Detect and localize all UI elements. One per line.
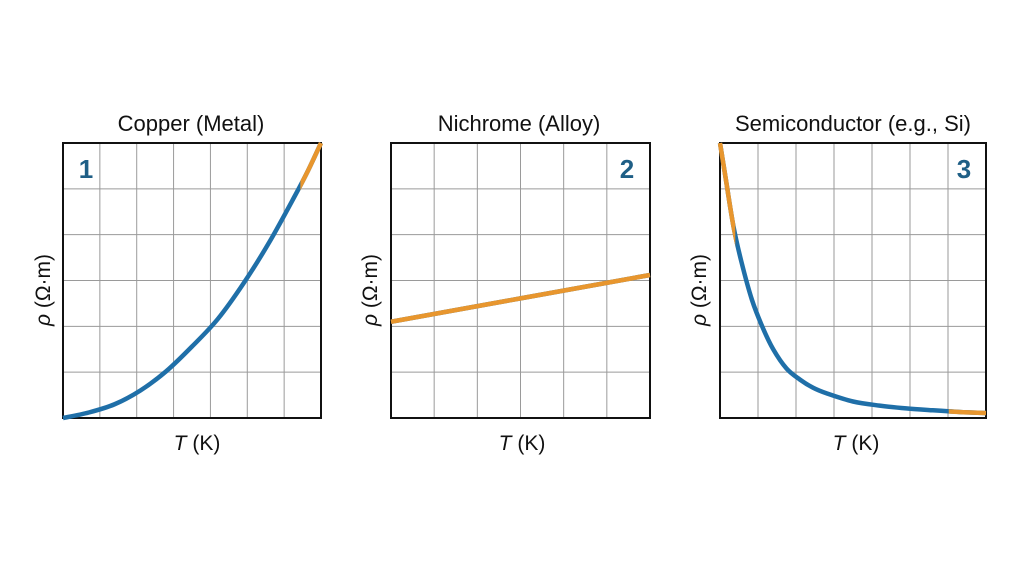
x-axis-label: T (K): [174, 432, 221, 455]
y-axis-unit: (Ω·m): [32, 254, 55, 314]
y-axis-label: ρ (Ω·m): [359, 254, 382, 327]
x-axis-symbol: T: [174, 432, 189, 455]
panel-title: Nichrome (Alloy): [438, 111, 601, 136]
x-axis-unit: (K): [512, 432, 546, 455]
x-axis-unit: (K): [846, 432, 880, 455]
panel-nichrome: Nichrome (Alloy) 2 T (K) ρ (Ω·m): [359, 111, 651, 455]
x-axis-label: T (K): [499, 432, 546, 455]
x-axis-label: T (K): [833, 432, 880, 455]
series-group: [717, 142, 987, 416]
panel-title: Semiconductor (e.g., Si): [735, 111, 971, 136]
series-line: [717, 142, 987, 416]
panel-number: 3: [957, 154, 971, 184]
panel-copper: Copper (Metal) 1 T (K) ρ (Ω·m): [32, 111, 324, 455]
y-axis-unit: (Ω·m): [359, 254, 382, 314]
plot-frame: [719, 142, 987, 419]
panel-title: Copper (Metal): [118, 111, 265, 136]
panel-semiconductor: Semiconductor (e.g., Si) 3 T (K) ρ (Ω·m): [688, 111, 987, 455]
y-axis-label: ρ (Ω·m): [32, 254, 55, 327]
series-group: [390, 272, 651, 324]
x-axis-symbol: T: [833, 432, 848, 455]
x-axis-unit: (K): [187, 432, 221, 455]
series-group: [62, 142, 324, 421]
plot-grid: [391, 143, 650, 418]
plot-frame: [62, 142, 322, 419]
x-axis-symbol: T: [499, 432, 514, 455]
y-axis-unit: (Ω·m): [688, 254, 711, 314]
panel-number: 1: [79, 154, 93, 184]
plot-grid: [63, 143, 321, 418]
plot-frame: [390, 142, 651, 419]
series-line-accent: [390, 272, 651, 324]
plot-grid: [720, 143, 986, 418]
y-axis-symbol: ρ: [359, 314, 382, 327]
series-line: [62, 142, 324, 421]
y-axis-symbol: ρ: [688, 314, 711, 327]
panel-number: 2: [620, 154, 634, 184]
y-axis-label: ρ (Ω·m): [688, 254, 711, 327]
y-axis-symbol: ρ: [32, 314, 55, 327]
